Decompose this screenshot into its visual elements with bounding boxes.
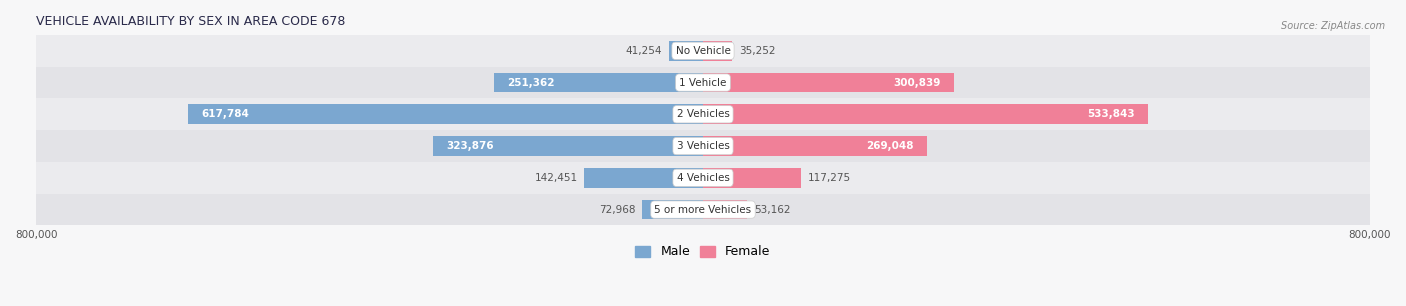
Text: 300,839: 300,839 [893, 77, 941, 88]
Text: 117,275: 117,275 [807, 173, 851, 183]
Text: 142,451: 142,451 [534, 173, 578, 183]
Bar [188, 104, 703, 124]
Bar [703, 73, 953, 92]
Bar [643, 200, 703, 219]
Bar [669, 41, 703, 61]
Text: 41,254: 41,254 [626, 46, 662, 56]
Text: 323,876: 323,876 [446, 141, 494, 151]
Bar [37, 130, 1369, 162]
Bar [703, 168, 801, 188]
Bar [703, 41, 733, 61]
Bar [703, 200, 748, 219]
Text: 2 Vehicles: 2 Vehicles [676, 109, 730, 119]
Text: Source: ZipAtlas.com: Source: ZipAtlas.com [1281, 21, 1385, 32]
Bar [703, 136, 927, 156]
Text: 3 Vehicles: 3 Vehicles [676, 141, 730, 151]
Text: 533,843: 533,843 [1087, 109, 1135, 119]
Text: 4 Vehicles: 4 Vehicles [676, 173, 730, 183]
Bar [494, 73, 703, 92]
Bar [37, 162, 1369, 194]
Text: No Vehicle: No Vehicle [675, 46, 731, 56]
Bar [37, 67, 1369, 99]
Text: 617,784: 617,784 [201, 109, 249, 119]
Text: 5 or more Vehicles: 5 or more Vehicles [654, 205, 752, 215]
Text: 72,968: 72,968 [599, 205, 636, 215]
Text: 35,252: 35,252 [740, 46, 776, 56]
Text: 1 Vehicle: 1 Vehicle [679, 77, 727, 88]
Bar [585, 168, 703, 188]
Bar [703, 104, 1147, 124]
Bar [37, 99, 1369, 130]
Bar [37, 194, 1369, 226]
Legend: Male, Female: Male, Female [630, 241, 776, 263]
Bar [37, 35, 1369, 67]
Bar [433, 136, 703, 156]
Text: 269,048: 269,048 [866, 141, 914, 151]
Text: VEHICLE AVAILABILITY BY SEX IN AREA CODE 678: VEHICLE AVAILABILITY BY SEX IN AREA CODE… [37, 15, 346, 28]
Text: 251,362: 251,362 [506, 77, 554, 88]
Text: 53,162: 53,162 [754, 205, 790, 215]
